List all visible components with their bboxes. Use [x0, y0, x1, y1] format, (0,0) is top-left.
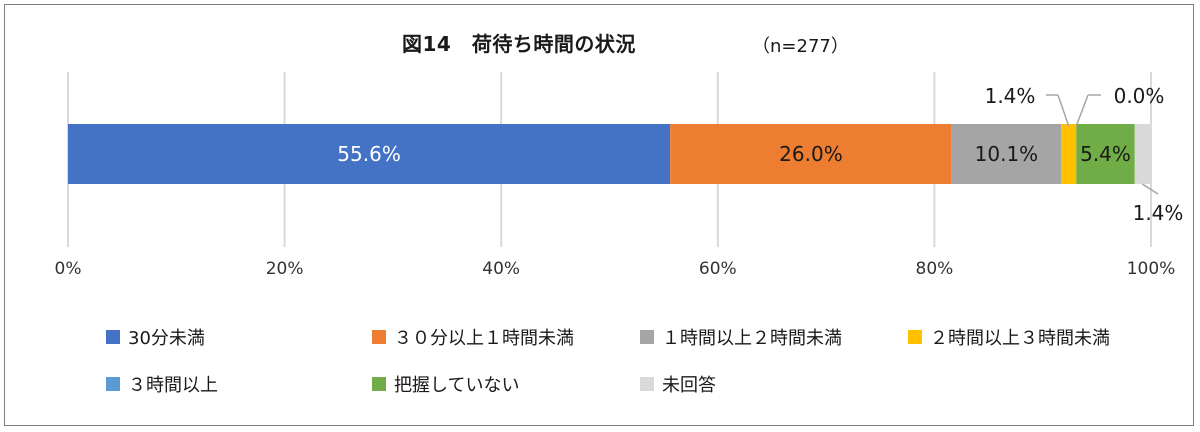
x-tick-label: 100% — [1127, 259, 1176, 279]
legend-item: ３時間以上 — [106, 372, 218, 396]
x-tick-label: 60% — [699, 259, 737, 279]
leader-line — [1141, 183, 1159, 195]
chart-sample-size: （n=277） — [752, 36, 849, 57]
legend-item: ３０分以上１時間未満 — [372, 325, 574, 349]
bar-segment — [670, 124, 952, 184]
legend-swatch — [640, 330, 654, 344]
legend-label: １時間以上２時間未満 — [662, 328, 842, 349]
data-label: 10.1% — [975, 142, 1039, 166]
data-label: 26.0% — [779, 142, 843, 166]
leader-line — [1057, 94, 1070, 127]
legend-label: ３時間以上 — [128, 375, 218, 396]
bar-segment — [1076, 124, 1135, 184]
leader-line — [1075, 94, 1089, 127]
legend-label: 30分未満 — [128, 328, 205, 349]
legend-swatch — [106, 330, 120, 344]
bar-segment — [951, 124, 1062, 184]
bar-segment — [68, 124, 671, 184]
legend-swatch — [106, 377, 120, 391]
data-label: 1.4% — [1133, 201, 1184, 225]
legend-label: 未回答 — [662, 375, 716, 396]
legend-item: １時間以上２時間未満 — [640, 325, 842, 349]
legend-swatch — [640, 377, 654, 391]
legend-item: 未回答 — [640, 372, 716, 396]
bar-segment — [1061, 124, 1077, 184]
legend-item: 30分未満 — [106, 325, 205, 349]
legend-label: ３０分以上１時間未満 — [394, 328, 574, 349]
data-label: 1.4% — [985, 84, 1036, 108]
x-tick-label: 40% — [482, 259, 520, 279]
chart-title: 図14 荷待ち時間の状況 — [402, 32, 636, 56]
x-tick-label: 80% — [916, 259, 954, 279]
legend-label: ２時間以上３時間未満 — [930, 328, 1110, 349]
legend-label: 把握していない — [394, 375, 520, 396]
legend-swatch — [908, 330, 922, 344]
legend-item: 把握していない — [372, 372, 519, 396]
legend-item: ２時間以上３時間未満 — [908, 325, 1110, 349]
legend-swatch — [372, 330, 386, 344]
data-label: 5.4% — [1080, 142, 1131, 166]
legend-swatch — [372, 377, 386, 391]
data-label: 55.6% — [337, 142, 401, 166]
x-tick-label: 20% — [266, 259, 304, 279]
chart-frame — [4, 4, 1194, 426]
data-label: 0.0% — [1114, 84, 1165, 108]
bar-segment — [1134, 124, 1150, 184]
x-tick-label: 0% — [55, 259, 82, 279]
